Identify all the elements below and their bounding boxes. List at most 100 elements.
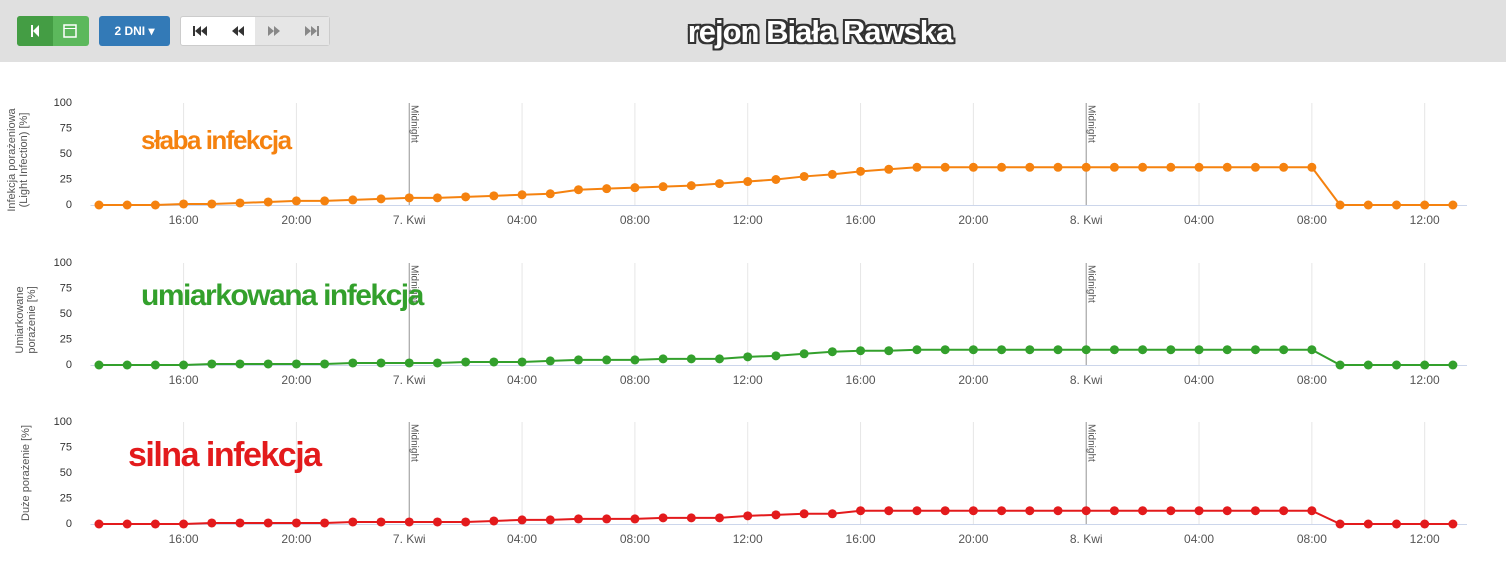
range-label: 2 DNI bbox=[114, 24, 146, 38]
x-tick-label: 12:00 bbox=[1410, 373, 1440, 387]
x-tick-label: 08:00 bbox=[1297, 532, 1327, 546]
x-tick-label: 8. Kwi bbox=[1070, 213, 1103, 227]
x-tick-label: 04:00 bbox=[507, 213, 537, 227]
data-point bbox=[602, 184, 612, 194]
data-point bbox=[743, 511, 753, 521]
data-point bbox=[1222, 506, 1232, 516]
data-point bbox=[94, 519, 104, 529]
data-point bbox=[1335, 200, 1345, 210]
midnight-label: Midnight bbox=[409, 424, 420, 462]
x-tick-label: 08:00 bbox=[620, 532, 650, 546]
data-point bbox=[771, 510, 781, 520]
data-point bbox=[489, 357, 499, 367]
data-point bbox=[658, 354, 668, 364]
data-point bbox=[376, 517, 386, 527]
data-point bbox=[432, 193, 442, 203]
x-tick-label: 04:00 bbox=[1184, 213, 1214, 227]
data-point bbox=[348, 195, 358, 205]
data-point bbox=[827, 347, 837, 357]
data-point bbox=[743, 352, 753, 362]
data-point bbox=[912, 506, 922, 516]
series-line bbox=[98, 166, 1453, 206]
data-point bbox=[207, 199, 217, 209]
x-tick-label: 04:00 bbox=[507, 532, 537, 546]
first-step[interactable] bbox=[193, 26, 207, 36]
data-point bbox=[1335, 360, 1345, 370]
data-point bbox=[320, 518, 330, 528]
data-point bbox=[1307, 506, 1317, 516]
data-point bbox=[1250, 506, 1260, 516]
data-point bbox=[1448, 360, 1458, 370]
y-tick-label: 0 bbox=[66, 199, 72, 211]
series-annotation: silna infekcja bbox=[128, 436, 323, 474]
data-point bbox=[517, 515, 527, 525]
data-point bbox=[1109, 162, 1119, 172]
midnight-label: Midnight bbox=[409, 105, 420, 143]
data-point bbox=[968, 506, 978, 516]
data-point bbox=[263, 518, 273, 528]
data-point bbox=[856, 346, 866, 356]
data-point bbox=[404, 193, 414, 203]
data-point bbox=[997, 162, 1007, 172]
y-tick-label: 0 bbox=[66, 518, 72, 530]
data-point bbox=[179, 199, 189, 209]
data-point bbox=[461, 517, 471, 527]
data-point bbox=[573, 355, 583, 365]
data-point bbox=[940, 506, 950, 516]
data-point bbox=[122, 360, 132, 370]
data-point bbox=[94, 360, 104, 370]
x-tick-label: 20:00 bbox=[281, 532, 311, 546]
data-point bbox=[771, 351, 781, 361]
data-point bbox=[799, 509, 809, 519]
data-point bbox=[1279, 506, 1289, 516]
series-annotation: słaba infekcja bbox=[141, 125, 293, 155]
data-point bbox=[1391, 360, 1401, 370]
data-point bbox=[1053, 162, 1063, 172]
data-point bbox=[235, 198, 245, 208]
data-point bbox=[799, 171, 809, 181]
data-point bbox=[658, 182, 668, 192]
data-point bbox=[1391, 519, 1401, 529]
data-point bbox=[263, 359, 273, 369]
data-point bbox=[207, 518, 217, 528]
y-tick-label: 100 bbox=[54, 257, 72, 269]
data-point bbox=[1363, 519, 1373, 529]
x-tick-label: 16:00 bbox=[169, 373, 199, 387]
data-point bbox=[1194, 506, 1204, 516]
last-step[interactable] bbox=[305, 26, 319, 36]
data-point bbox=[771, 175, 781, 184]
midnight-label: Midnight bbox=[409, 265, 420, 303]
data-point bbox=[1391, 200, 1401, 210]
data-point bbox=[1222, 345, 1232, 355]
midnight-label: Midnight bbox=[1086, 265, 1097, 303]
y-tick-label: 50 bbox=[60, 148, 72, 160]
data-point bbox=[1250, 162, 1260, 172]
y-tick-label: 50 bbox=[60, 467, 72, 479]
y-axis-title: Infekcja porażeniowa (Light Infection) [… bbox=[6, 108, 30, 212]
x-tick-label: 08:00 bbox=[620, 373, 650, 387]
data-point bbox=[1222, 162, 1232, 172]
data-point bbox=[1420, 519, 1430, 529]
data-point bbox=[517, 190, 527, 200]
data-point bbox=[1025, 506, 1035, 516]
data-point bbox=[320, 359, 330, 369]
range-button[interactable]: 2 DNI ▾ bbox=[99, 16, 170, 46]
data-point bbox=[545, 515, 555, 525]
data-point bbox=[207, 359, 217, 369]
x-tick-label: 12:00 bbox=[1410, 532, 1440, 546]
calendar-button[interactable] bbox=[63, 24, 77, 38]
data-point bbox=[1166, 506, 1176, 516]
data-point bbox=[1166, 162, 1176, 172]
x-tick-label: 20:00 bbox=[958, 373, 988, 387]
data-point bbox=[658, 513, 668, 523]
data-point bbox=[348, 358, 358, 368]
x-tick-label: 04:00 bbox=[1184, 373, 1214, 387]
data-point bbox=[1194, 345, 1204, 355]
data-point bbox=[997, 506, 1007, 516]
back-step[interactable] bbox=[232, 26, 244, 36]
y-tick-label: 75 bbox=[60, 122, 72, 134]
data-point bbox=[940, 162, 950, 172]
forward-step[interactable] bbox=[268, 26, 280, 36]
